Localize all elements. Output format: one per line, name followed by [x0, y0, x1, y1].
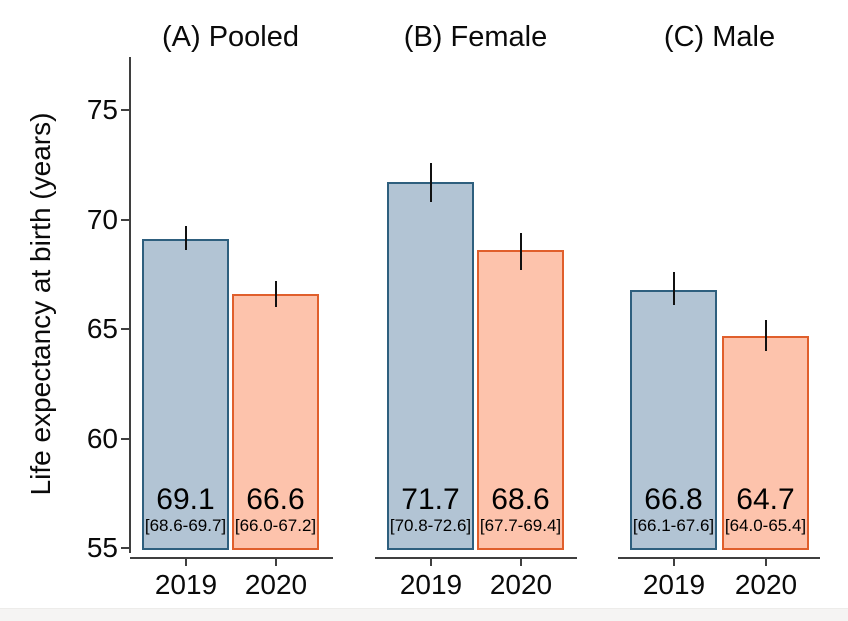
x-tick-label: 2020: [489, 569, 553, 600]
bar-ci-label: [64.0-65.4]: [724, 516, 807, 535]
bar-ci-label: [67.7-69.4]: [479, 516, 562, 535]
y-axis-tick: [121, 328, 129, 330]
bar-2019: [142, 239, 229, 550]
bar-2019: [387, 182, 474, 550]
bar-2020: [477, 250, 564, 550]
error-bar: [765, 320, 767, 351]
y-tick-label: 65: [86, 313, 118, 344]
x-axis-line: [375, 557, 577, 559]
bar-2019: [630, 290, 717, 550]
x-axis-tick: [520, 559, 522, 566]
x-axis-tick: [185, 559, 187, 566]
bar-ci-label: [66.1-67.6]: [632, 516, 715, 535]
x-axis-tick: [275, 559, 277, 566]
y-tick-label: 75: [86, 94, 118, 125]
panel-title: (B) Female: [403, 21, 548, 53]
error-bar: [430, 163, 432, 202]
x-tick-label: 2019: [154, 569, 218, 600]
bar-value-label: 69.1: [156, 483, 215, 516]
error-bar: [673, 272, 675, 305]
bar-2020: [722, 336, 809, 550]
y-tick-label: 55: [86, 532, 118, 563]
y-axis-tick: [121, 438, 129, 440]
panel-title: (C) Male: [663, 21, 776, 53]
x-tick-label: 2019: [399, 569, 463, 600]
y-tick-label: 70: [86, 204, 118, 235]
x-axis-tick: [673, 559, 675, 566]
y-tick-label: 60: [86, 423, 118, 454]
y-axis-tick: [121, 547, 129, 549]
bar-value-label: 66.6: [246, 483, 305, 516]
bar-ci-label: [68.6-69.7]: [144, 516, 227, 535]
x-tick-label: 2020: [244, 569, 308, 600]
error-bar: [520, 233, 522, 270]
y-axis-tick: [121, 219, 129, 221]
x-axis-line: [618, 557, 820, 559]
x-axis-tick: [765, 559, 767, 566]
x-tick-label: 2019: [642, 569, 706, 600]
error-bar: [185, 226, 187, 250]
bar-value-label: 68.6: [491, 483, 550, 516]
y-axis-tick: [121, 109, 129, 111]
y-axis-line: [129, 57, 131, 553]
panel-title: (A) Pooled: [161, 21, 299, 53]
bar-ci-label: [70.8-72.6]: [389, 516, 472, 535]
x-axis-tick: [430, 559, 432, 566]
bar-ci-label: [66.0-67.2]: [234, 516, 317, 535]
x-axis-line: [130, 557, 333, 559]
error-bar: [275, 281, 277, 307]
x-tick-label: 2020: [734, 569, 798, 600]
bar-value-label: 66.8: [644, 483, 703, 516]
bar-value-label: 71.7: [401, 483, 460, 516]
window-bottom-edge: [0, 608, 848, 621]
bar-value-label: 64.7: [736, 483, 795, 516]
bar-2020: [232, 294, 319, 550]
